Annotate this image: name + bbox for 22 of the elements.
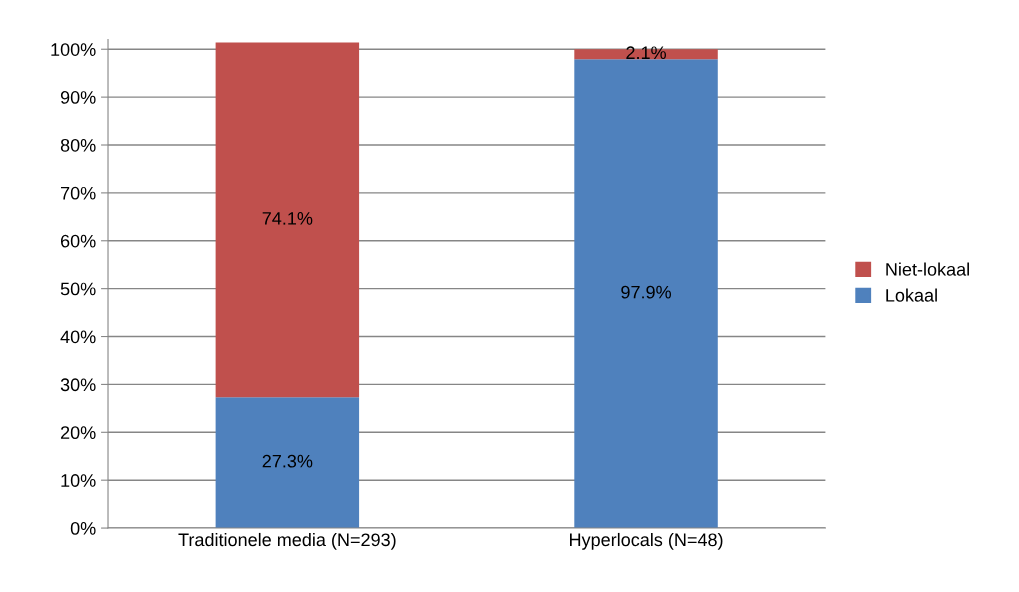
data-label: 97.9%	[621, 285, 671, 299]
y-tick-label: 60%	[60, 234, 96, 248]
y-tick-label: 20%	[60, 426, 96, 440]
bar	[574, 59, 718, 529]
y-tick-label: 80%	[60, 138, 96, 152]
data-label: 2.1%	[626, 46, 666, 60]
x-tick-label: Hyperlocals (N=48)	[570, 532, 723, 550]
y-tick-label: 30%	[60, 378, 96, 392]
bar	[215, 397, 360, 529]
y-tick-label: 0%	[70, 522, 96, 535]
x-tick-label: Traditionele media (N=293)	[178, 532, 396, 550]
data-label: 27.3%	[262, 454, 313, 468]
y-tick-label: 50%	[60, 282, 96, 296]
y-tick-label: 70%	[61, 186, 96, 200]
legend-label: Lokaal	[886, 288, 937, 302]
y-tick-label: 40%	[60, 330, 96, 344]
data-label: 74.1%	[262, 212, 313, 225]
y-tick-label: 90%	[60, 91, 96, 104]
legend-label: Niet-lokaal	[886, 262, 969, 276]
bar	[215, 42, 360, 398]
y-tick-label: 10%	[61, 474, 96, 487]
y-tick-label: 100%	[51, 43, 96, 56]
